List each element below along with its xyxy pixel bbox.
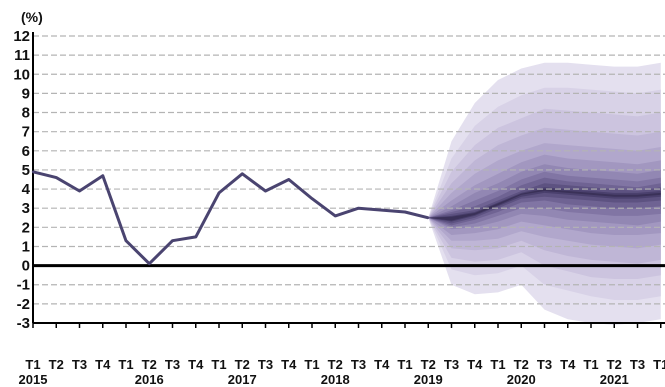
data-point	[403, 210, 407, 214]
x-tick-label: T2	[235, 357, 250, 372]
y-tick-label: 12	[13, 28, 30, 45]
data-point	[31, 170, 35, 174]
x-tick-label: T2	[607, 357, 622, 372]
x-tick-label: T4	[188, 357, 204, 372]
y-tick-label: 3	[22, 200, 30, 217]
data-point	[427, 216, 430, 219]
x-tick-label: T1	[211, 357, 226, 372]
x-tick-label: T1	[583, 357, 598, 372]
x-tick-label: T1	[653, 357, 665, 372]
y-tick-label: 7	[22, 124, 30, 141]
data-point	[148, 262, 151, 265]
x-tick-label: T4	[95, 357, 111, 372]
x-tick-label: T3	[165, 357, 180, 372]
fan-band-12	[428, 189, 661, 221]
data-point	[334, 214, 337, 218]
x-tick-label: T1	[490, 357, 505, 372]
data-point	[55, 176, 58, 179]
x-tick-label: T3	[258, 357, 273, 372]
fan-band-11	[428, 187, 661, 222]
fan-bands	[428, 62, 661, 325]
x-tick-label: T2	[142, 357, 157, 372]
series-line	[31, 170, 430, 266]
x-year-label: 2015	[19, 372, 48, 387]
y-tick-label: 2	[22, 219, 30, 236]
x-year-label: 2019	[414, 372, 443, 387]
x-year-label: 2021	[600, 372, 629, 387]
data-point	[380, 208, 383, 212]
x-year-label: 2017	[228, 372, 257, 387]
x-tick-label: T3	[72, 357, 87, 372]
y-tick-label: 1	[22, 238, 30, 255]
axes	[32, 32, 665, 328]
data-point	[264, 189, 267, 193]
data-point	[78, 189, 81, 193]
x-tick-label: T3	[444, 357, 459, 372]
x-tick-label: T1	[118, 357, 133, 372]
x-year-label: 2018	[321, 372, 350, 387]
data-point	[287, 178, 290, 181]
x-tick-label: T2	[514, 357, 529, 372]
x-year-label: 2016	[135, 372, 164, 387]
y-tick-label: 11	[14, 47, 30, 64]
y-tick-label: 10	[13, 66, 30, 83]
x-tick-label: T4	[560, 357, 576, 372]
x-tick-label: T1	[25, 357, 40, 372]
data-point	[101, 174, 104, 177]
x-tick-label: T4	[281, 357, 297, 372]
x-tick-label: T3	[537, 357, 552, 372]
y-tick-label: -1	[17, 277, 30, 294]
y-tick-label: -2	[17, 296, 30, 313]
data-point	[357, 207, 360, 210]
x-tick-label: T1	[397, 357, 412, 372]
data-point	[241, 172, 244, 175]
y-tick-label: 8	[22, 105, 30, 122]
y-tick-label: -3	[17, 315, 30, 332]
y-axis-unit-label: (%)	[21, 9, 43, 25]
x-tick-label: T1	[304, 357, 319, 372]
x-tick-label: T2	[49, 357, 64, 372]
inflation-line	[32, 170, 429, 266]
y-tick-label: 5	[22, 162, 30, 179]
x-tick-label: T2	[421, 357, 436, 372]
data-point	[310, 197, 314, 200]
data-point	[124, 239, 128, 242]
x-tick-label: T2	[328, 357, 343, 372]
x-year-label: 2020	[507, 372, 536, 387]
y-tick-label: 6	[22, 143, 30, 160]
x-tick-label: T3	[630, 357, 645, 372]
y-tick-label: 9	[22, 85, 30, 102]
data-point	[171, 239, 174, 242]
gridlines	[33, 35, 665, 324]
y-tick-label: 0	[22, 258, 30, 275]
x-tick-label: T4	[374, 357, 390, 372]
data-point	[194, 235, 197, 239]
y-tick-label: 4	[22, 181, 31, 198]
data-point	[217, 191, 221, 195]
x-tick-label: T3	[351, 357, 366, 372]
x-tick-label: T4	[467, 357, 483, 372]
